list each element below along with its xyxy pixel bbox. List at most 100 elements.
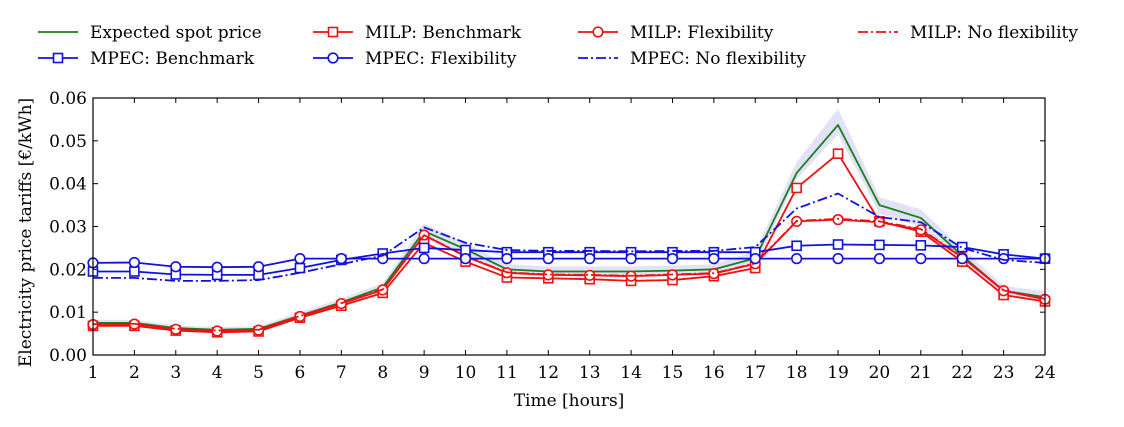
data-point bbox=[459, 253, 472, 265]
series-mpec-flexibility bbox=[87, 253, 1051, 273]
legend-label: MPEC: No flexibility bbox=[630, 49, 806, 69]
data-point bbox=[542, 253, 554, 265]
x-tick-label: 2 bbox=[129, 363, 140, 383]
uncertainty-band bbox=[93, 108, 1045, 333]
y-axis-label: Electricity price tariffs [€/kWh] bbox=[16, 98, 36, 367]
legend-marker bbox=[327, 52, 339, 64]
x-tick-label: 19 bbox=[827, 363, 849, 383]
data-point bbox=[170, 261, 182, 273]
data-point bbox=[584, 253, 596, 265]
data-point bbox=[832, 253, 844, 265]
legend-item-mpec-no-flexibility: MPEC: No flexibility bbox=[578, 49, 806, 69]
series-line-mpec-flexibility bbox=[92, 257, 1045, 269]
y-tick-label: 0.06 bbox=[49, 89, 87, 109]
data-point bbox=[211, 261, 223, 273]
x-axis-label: Time [hours] bbox=[514, 391, 625, 411]
data-point bbox=[832, 148, 844, 159]
y-tick-label: 0.00 bbox=[49, 346, 87, 366]
data-point bbox=[294, 253, 306, 265]
series-layer bbox=[87, 124, 1051, 338]
x-axis: 1 2 3 4 5 6 7 8 9 10 11 12 13 14 15 16 17 18 19 20 21 22 23 24 bbox=[88, 98, 1056, 383]
y-tick-label: 0.04 bbox=[49, 175, 87, 195]
x-tick-label: 3 bbox=[170, 363, 181, 383]
x-tick-label: 13 bbox=[579, 363, 601, 383]
data-point bbox=[335, 253, 347, 265]
legend-label: MILP: No flexibility bbox=[910, 23, 1078, 43]
data-point bbox=[791, 240, 802, 252]
x-tick-label: 22 bbox=[951, 363, 973, 383]
x-tick-label: 11 bbox=[496, 363, 518, 383]
series-milp-no-flexibility bbox=[92, 217, 1046, 332]
legend-item-milp-benchmark: MILP: Benchmark bbox=[313, 23, 522, 43]
data-point bbox=[418, 242, 430, 254]
data-point bbox=[791, 253, 803, 265]
x-tick-label: 1 bbox=[88, 363, 99, 383]
legend-marker bbox=[592, 26, 604, 38]
legend-label: MPEC: Benchmark bbox=[90, 49, 255, 69]
legend-item-expected-spot-price: Expected spot price bbox=[38, 23, 262, 43]
x-tick-label: 8 bbox=[377, 363, 388, 383]
x-tick-label: 21 bbox=[910, 363, 932, 383]
y-tick-label: 0.05 bbox=[49, 132, 87, 152]
data-point bbox=[666, 253, 679, 265]
series-milp-benchmark bbox=[87, 148, 1051, 338]
legend-marker bbox=[52, 52, 64, 64]
data-point bbox=[874, 239, 885, 251]
x-tick-label: 23 bbox=[993, 363, 1015, 383]
data-point bbox=[791, 182, 802, 194]
y-tick-label: 0.03 bbox=[49, 218, 87, 238]
legend-item-milp-flexibility: MILP: Flexibility bbox=[578, 23, 774, 43]
data-point bbox=[129, 266, 140, 277]
data-point bbox=[625, 253, 637, 265]
data-point bbox=[832, 239, 844, 250]
legend-marker bbox=[327, 26, 339, 38]
x-tick-label: 24 bbox=[1034, 363, 1056, 383]
data-point bbox=[128, 256, 140, 269]
legend-item-milp-no-flexibility: MILP: No flexibility bbox=[858, 23, 1078, 43]
x-tick-label: 15 bbox=[662, 363, 684, 383]
data-point bbox=[501, 253, 513, 265]
data-point bbox=[708, 253, 720, 265]
legend-label: MILP: Flexibility bbox=[630, 23, 774, 43]
data-point bbox=[998, 253, 1010, 265]
legend-item-mpec-flexibility: MPEC: Flexibility bbox=[313, 49, 517, 69]
legend-label: Expected spot price bbox=[90, 23, 262, 43]
data-point bbox=[252, 261, 265, 273]
series-line-mpec-benchmark bbox=[93, 243, 1046, 276]
legend: Expected spot price MILP: Benchmark MILP: … bbox=[38, 23, 1078, 69]
x-tick-label: 6 bbox=[295, 363, 306, 383]
x-tick-label: 12 bbox=[537, 363, 559, 383]
data-point bbox=[915, 253, 927, 265]
x-tick-label: 10 bbox=[455, 363, 477, 383]
x-tick-label: 14 bbox=[620, 363, 642, 383]
y-axis: 0.00 0.01 0.02 0.03 0.04 0.05 0.06 bbox=[49, 89, 1045, 366]
data-point bbox=[956, 241, 968, 253]
series-mpec-no-flexibility bbox=[93, 192, 1046, 282]
x-tick-label: 7 bbox=[336, 363, 347, 383]
x-tick-label: 9 bbox=[419, 363, 430, 383]
x-tick-label: 5 bbox=[253, 363, 264, 383]
x-tick-label: 4 bbox=[212, 363, 223, 383]
legend-label: MILP: Benchmark bbox=[365, 23, 522, 43]
series-line-milp-benchmark bbox=[93, 152, 1046, 334]
y-tick-label: 0.01 bbox=[49, 303, 87, 323]
data-point bbox=[294, 310, 306, 323]
data-point bbox=[956, 253, 968, 265]
data-point bbox=[418, 253, 430, 265]
x-tick-label: 20 bbox=[869, 363, 891, 383]
x-tick-label: 17 bbox=[744, 363, 766, 383]
uncertainty-band-area bbox=[93, 108, 1045, 333]
x-tick-label: 16 bbox=[703, 363, 725, 383]
data-point bbox=[749, 253, 761, 265]
series-line-mpec-no-flexibility bbox=[93, 192, 1046, 282]
data-point bbox=[873, 253, 886, 265]
series-expected-spot-price bbox=[93, 124, 1046, 331]
data-point bbox=[915, 240, 927, 251]
data-point bbox=[170, 323, 182, 335]
y-tick-label: 0.02 bbox=[49, 260, 87, 280]
series-line-expected-spot-price bbox=[93, 124, 1046, 331]
series-line-milp-no-flexibility bbox=[92, 217, 1046, 332]
legend-label: MPEC: Flexibility bbox=[365, 49, 517, 69]
x-tick-label: 18 bbox=[786, 363, 808, 383]
